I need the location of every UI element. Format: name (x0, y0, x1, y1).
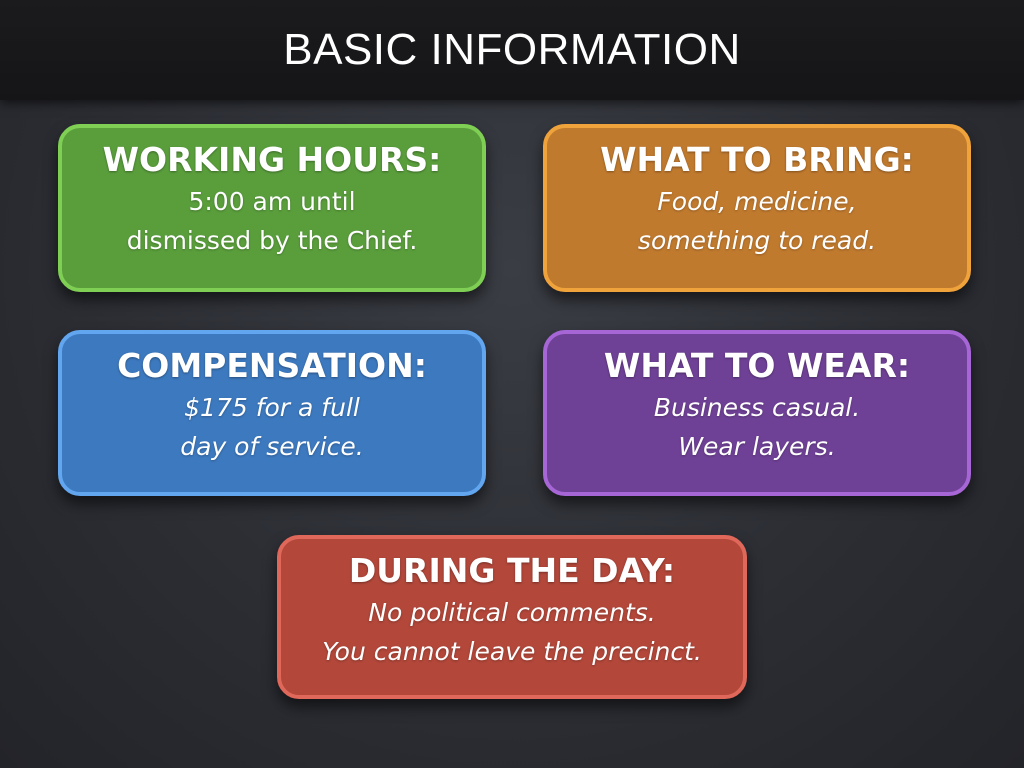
card-heading: WORKING HOURS: (102, 140, 442, 179)
card-line: Business casual. (653, 393, 861, 422)
card-line: dismissed by the Chief. (126, 226, 418, 255)
card-heading: COMPENSATION: (117, 346, 427, 385)
card-during-the-day: DURING THE DAY: No political comments. Y… (277, 535, 747, 699)
card-line: $175 for a full (184, 393, 360, 422)
card-working-hours: WORKING HOURS: 5:00 am until dismissed b… (58, 124, 486, 292)
card-line: No political comments. (368, 598, 656, 627)
card-heading: DURING THE DAY: (348, 551, 676, 590)
page-title: BASIC INFORMATION (283, 25, 741, 74)
card-heading: WHAT TO BRING: (600, 140, 914, 179)
card-line: You cannot leave the precinct. (322, 637, 702, 666)
card-line: Food, medicine, (657, 187, 857, 216)
card-what-to-bring: WHAT TO BRING: Food, medicine, something… (543, 124, 971, 292)
card-what-to-wear: WHAT TO WEAR: Business casual. Wear laye… (543, 330, 971, 496)
card-line: 5:00 am until (188, 187, 356, 216)
title-bar: BASIC INFORMATION (0, 0, 1024, 100)
card-compensation: COMPENSATION: $175 for a full day of ser… (58, 330, 486, 496)
card-line: Wear layers. (678, 432, 836, 461)
card-line: day of service. (180, 432, 364, 461)
card-heading: WHAT TO WEAR: (603, 346, 911, 385)
card-line: something to read. (637, 226, 877, 255)
